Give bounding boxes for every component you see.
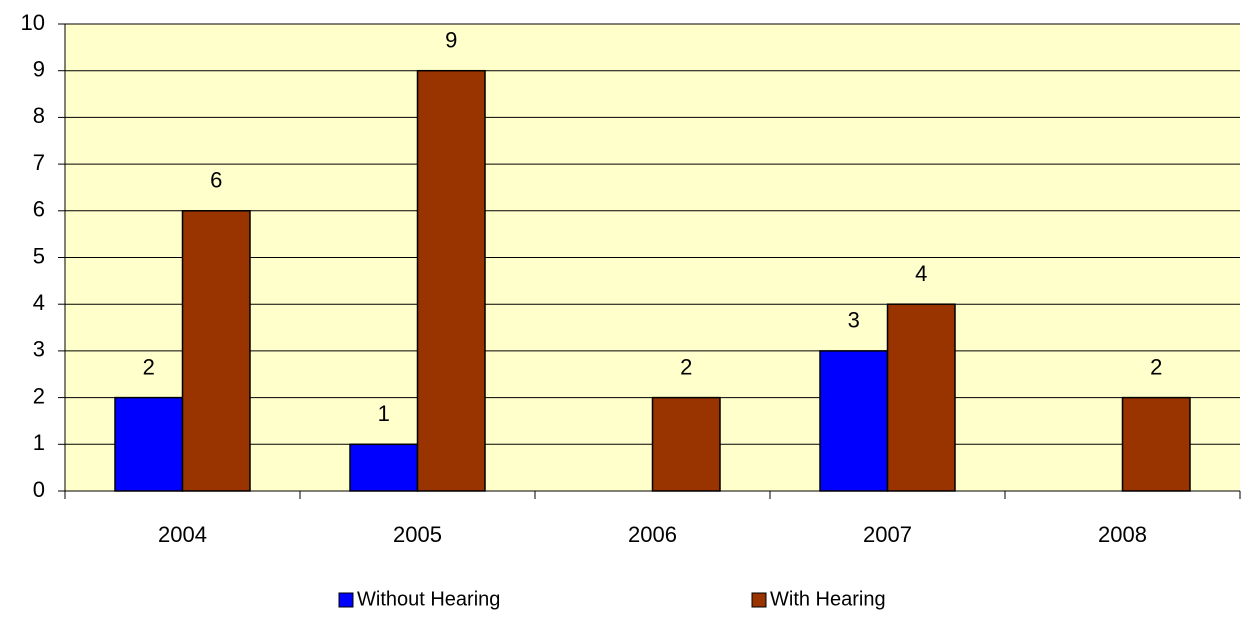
- y-tick-label: 5: [33, 243, 45, 268]
- data-label: 2: [143, 354, 155, 379]
- x-tick-label: 2004: [158, 522, 207, 547]
- data-label: 1: [378, 401, 390, 426]
- data-label: 6: [210, 168, 222, 193]
- legend-swatch: [751, 592, 767, 608]
- legend-label: Without Hearing: [357, 588, 500, 610]
- y-tick-label: 2: [33, 383, 45, 408]
- y-tick-label: 8: [33, 103, 45, 128]
- bar: [651, 396, 721, 492]
- bar: [819, 350, 889, 492]
- y-tick-label: 9: [33, 57, 45, 82]
- y-tick-label: 7: [33, 150, 45, 175]
- x-tick-label: 2007: [863, 522, 912, 547]
- legend-label: With Hearing: [770, 588, 886, 610]
- y-tick-label: 6: [33, 197, 45, 222]
- y-tick-label: 4: [33, 290, 45, 315]
- bar: [181, 210, 251, 492]
- bar: [886, 303, 956, 492]
- y-tick-label: 0: [33, 477, 45, 502]
- data-label: 3: [848, 308, 860, 333]
- data-label: 2: [1150, 354, 1162, 379]
- bar: [1121, 396, 1191, 492]
- data-label: 4: [915, 261, 927, 286]
- bar: [114, 396, 184, 492]
- x-tick-label: 2005: [393, 522, 442, 547]
- y-tick-label: 3: [33, 337, 45, 362]
- x-tick-label: 2008: [1098, 522, 1147, 547]
- legend-swatch: [338, 592, 354, 608]
- bar: [349, 443, 419, 492]
- data-label: 9: [445, 28, 457, 53]
- y-tick-label: 1: [33, 430, 45, 455]
- data-label: 2: [680, 354, 692, 379]
- x-tick-label: 2006: [628, 522, 677, 547]
- bar: [416, 69, 486, 492]
- y-tick-label: 10: [21, 10, 45, 35]
